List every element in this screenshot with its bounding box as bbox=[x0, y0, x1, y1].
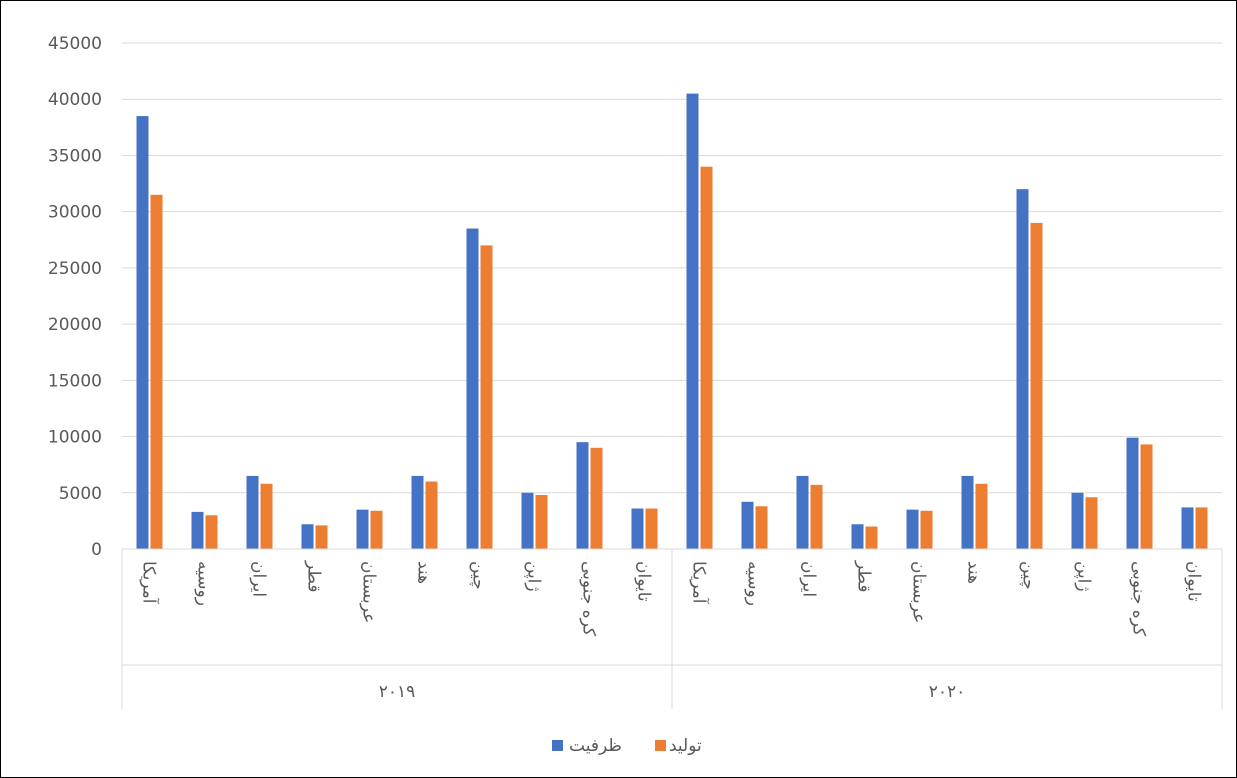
bar-capacity bbox=[631, 508, 644, 549]
bar-production bbox=[260, 483, 273, 549]
category-label: تایوان bbox=[634, 561, 654, 602]
category-label: آمریکا bbox=[139, 561, 161, 605]
bar-production bbox=[1195, 507, 1208, 549]
category-label: ایران bbox=[799, 561, 819, 597]
y-tick-label: 5000 bbox=[59, 484, 102, 504]
bar-capacity bbox=[851, 524, 864, 549]
bar-capacity bbox=[686, 93, 699, 549]
category-label: روسیه bbox=[194, 561, 214, 606]
bar-capacity bbox=[411, 475, 424, 549]
category-label: چین bbox=[469, 561, 489, 590]
y-tick-label: 35000 bbox=[48, 146, 102, 166]
bar-production bbox=[205, 515, 218, 549]
y-tick-label: 30000 bbox=[48, 203, 102, 223]
bar-capacity bbox=[1181, 507, 1194, 549]
category-label: هند bbox=[414, 561, 434, 584]
bar-capacity bbox=[1071, 492, 1084, 549]
y-tick-label: 20000 bbox=[48, 315, 102, 335]
bar-production bbox=[1030, 222, 1043, 549]
bar-production bbox=[865, 526, 878, 549]
category-label: تایوان bbox=[1184, 561, 1204, 602]
bar-production bbox=[1140, 444, 1153, 549]
category-axis bbox=[121, 548, 1223, 709]
bar-production bbox=[425, 481, 438, 549]
y-tick-label: 40000 bbox=[48, 90, 102, 110]
bar-capacity bbox=[191, 511, 204, 549]
bar-production bbox=[150, 194, 163, 550]
bar-capacity bbox=[466, 228, 479, 550]
bar-production bbox=[755, 506, 768, 549]
y-tick-label: 45000 bbox=[48, 34, 102, 54]
y-axis-tick-labels: 0 5000 10000 15000 20000 25000 30000 35000 40000… bbox=[48, 34, 102, 560]
bar-production bbox=[315, 525, 328, 549]
category-label: عربستان bbox=[359, 561, 379, 623]
bar-capacity bbox=[1126, 437, 1139, 549]
bar-production bbox=[535, 495, 548, 549]
bar-production bbox=[590, 447, 603, 549]
bar-production bbox=[370, 510, 383, 549]
group-label: ۲۰۱۹ bbox=[379, 682, 416, 702]
category-label: چین bbox=[1019, 561, 1039, 590]
category-label: کره جنوبی bbox=[1129, 561, 1149, 637]
bar-capacity bbox=[1016, 189, 1029, 549]
category-label: ژاپن bbox=[1074, 561, 1094, 592]
category-label: قطر bbox=[854, 560, 874, 592]
category-label: روسیه bbox=[744, 561, 764, 606]
legend: ظرفیت تولید bbox=[552, 736, 702, 756]
category-label: ژاپن bbox=[524, 561, 544, 592]
bar-capacity bbox=[356, 509, 369, 549]
bar-production bbox=[920, 510, 933, 549]
legend-swatch-production bbox=[655, 740, 666, 751]
category-label: آمریکا bbox=[689, 561, 711, 605]
bar-capacity bbox=[136, 116, 149, 549]
legend-label-production: تولید bbox=[669, 736, 702, 756]
category-label: هند bbox=[964, 561, 984, 584]
bar-capacity bbox=[521, 492, 534, 549]
bar-production bbox=[480, 245, 493, 549]
category-labels: آمریکا روسیه ایران قطر عربستان هند چین ژاپن کره … bbox=[139, 560, 1204, 637]
bar-production bbox=[975, 483, 988, 549]
bar-production bbox=[700, 166, 713, 549]
category-label: عربستان bbox=[909, 561, 929, 623]
bar-production bbox=[645, 508, 658, 549]
legend-label-capacity: ظرفیت bbox=[569, 736, 622, 756]
category-label: قطر bbox=[304, 560, 324, 592]
bar-capacity bbox=[961, 475, 974, 549]
bar-capacity bbox=[741, 501, 754, 549]
bar-capacity bbox=[301, 524, 314, 549]
bar-capacity bbox=[796, 475, 809, 549]
category-label: کره جنوبی bbox=[579, 561, 599, 637]
group-label: ۲۰۲۰ bbox=[929, 682, 966, 702]
bar-capacity bbox=[246, 475, 259, 549]
bar-production bbox=[810, 484, 823, 549]
bar-production bbox=[1085, 497, 1098, 549]
y-tick-label: 10000 bbox=[48, 428, 102, 448]
grid-lines bbox=[122, 42, 1222, 494]
bars bbox=[136, 93, 1208, 550]
y-tick-label: 0 bbox=[91, 540, 102, 560]
group-labels: ۲۰۱۹ ۲۰۲۰ bbox=[379, 682, 966, 702]
bar-capacity bbox=[576, 442, 589, 549]
y-tick-label: 25000 bbox=[48, 259, 102, 279]
legend-swatch-capacity bbox=[552, 740, 563, 751]
category-label: ایران bbox=[249, 561, 269, 597]
bar-capacity bbox=[906, 509, 919, 549]
y-tick-label: 15000 bbox=[48, 371, 102, 391]
